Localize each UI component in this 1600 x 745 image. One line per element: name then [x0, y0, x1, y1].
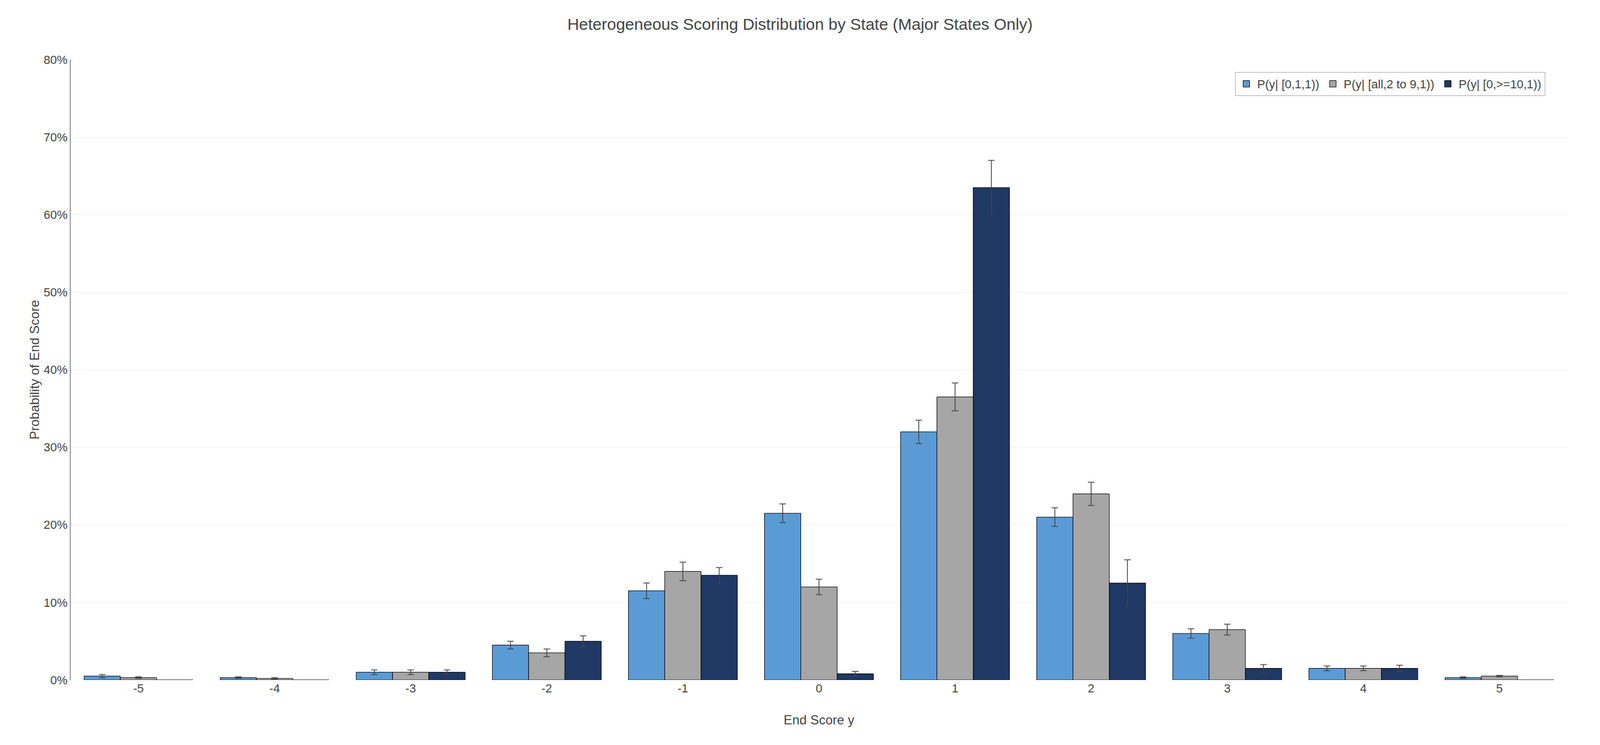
svg-text:5: 5	[1495, 681, 1503, 696]
svg-text:1: 1	[951, 681, 959, 696]
svg-text:80%: 80%	[43, 53, 68, 67]
svg-text:40%: 40%	[43, 363, 68, 377]
svg-text:3: 3	[1223, 681, 1231, 696]
svg-text:P(y| [all,2 to 9,1)): P(y| [all,2 to 9,1))	[1343, 77, 1435, 92]
svg-text:0: 0	[815, 681, 823, 696]
svg-text:-3: -3	[405, 681, 417, 696]
svg-text:50%: 50%	[43, 285, 68, 300]
svg-text:Heterogeneous Scoring Distribu: Heterogeneous Scoring Distribution by St…	[567, 15, 1034, 34]
svg-text:20%: 20%	[43, 518, 68, 532]
svg-text:-2: -2	[541, 681, 553, 696]
svg-text:60%: 60%	[43, 208, 68, 222]
svg-text:End Score y: End Score y	[783, 712, 855, 728]
svg-text:30%: 30%	[43, 440, 68, 455]
svg-text:4: 4	[1359, 681, 1367, 696]
svg-text:-4: -4	[269, 681, 281, 696]
svg-text:70%: 70%	[43, 130, 68, 145]
svg-text:10%: 10%	[43, 596, 68, 610]
svg-text:0%: 0%	[50, 673, 68, 688]
svg-text:-1: -1	[677, 681, 689, 696]
svg-text:P(y| [0,1,1)): P(y| [0,1,1))	[1257, 77, 1320, 92]
svg-text:2: 2	[1087, 681, 1095, 696]
svg-text:P(y| [0,>=10,1)): P(y| [0,>=10,1))	[1458, 77, 1541, 92]
svg-text:Probability of End Score: Probability of End Score	[27, 300, 42, 440]
svg-text:-5: -5	[133, 681, 145, 696]
